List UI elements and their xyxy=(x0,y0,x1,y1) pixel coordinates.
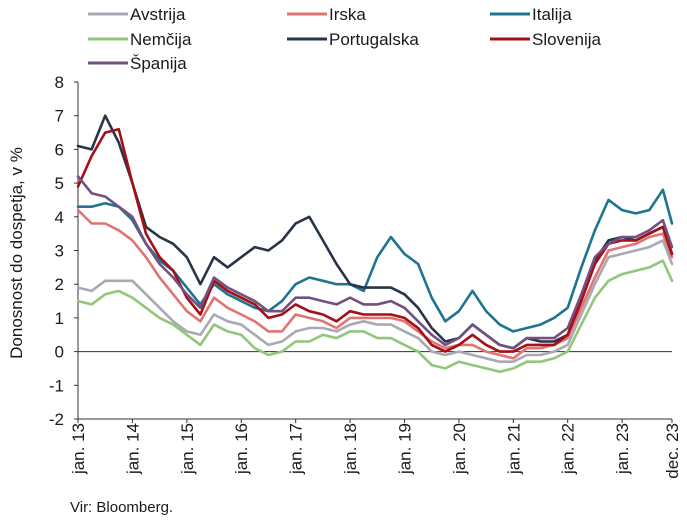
y-tick-label: 2 xyxy=(55,275,64,294)
series-line-španija xyxy=(76,175,674,350)
legend-label: Italija xyxy=(532,5,572,24)
x-tick-label: jan. 23 xyxy=(613,423,632,475)
legend-label: Irska xyxy=(329,5,366,24)
y-tick-label: 5 xyxy=(55,174,64,193)
y-tick-label: 3 xyxy=(55,242,64,261)
legend-label: Avstrija xyxy=(130,5,186,24)
legend-label: Nemčija xyxy=(130,30,192,49)
series-lines xyxy=(76,114,674,374)
x-tick-label: jan. 15 xyxy=(178,423,197,475)
legend: Avstrija Irska Italija Nemčija Portugalska Sl… xyxy=(88,5,602,73)
y-tick-label: 1 xyxy=(55,309,64,328)
y-tick-label: -2 xyxy=(49,410,64,429)
x-tick-label: jan. 16 xyxy=(232,423,251,475)
axes: 8 7 6 5 4 3 2 1 0 -1 -2 jan. 13 jan. 14 jan. 15 jan. 1… xyxy=(49,73,682,479)
y-tick-label: -1 xyxy=(49,376,64,395)
legend-label: Španija xyxy=(130,54,187,73)
x-tick-label: jan. 21 xyxy=(504,423,523,475)
y-tick-label: 8 xyxy=(55,73,64,92)
series-line-avstrija xyxy=(76,239,674,364)
series-line-irska xyxy=(76,208,674,360)
legend-label: Slovenija xyxy=(532,30,602,49)
series-line-slovenija xyxy=(76,127,674,353)
x-tick-label: jan. 20 xyxy=(450,423,469,475)
x-tick-label: jan. 22 xyxy=(559,423,578,475)
source-note: Vir: Bloomberg. xyxy=(70,499,173,516)
x-tick-label: jan. 18 xyxy=(341,423,360,475)
x-tick-label: jan. 14 xyxy=(123,423,142,475)
x-tick-label: jan. 19 xyxy=(395,423,414,475)
x-tick-label: dec. 23 xyxy=(663,423,682,479)
y-tick-label: 0 xyxy=(55,343,64,362)
series-line-italija xyxy=(76,188,674,333)
y-axis-label: Donosnost do dospetja, v % xyxy=(7,147,26,359)
y-tick-label: 4 xyxy=(55,208,64,227)
x-tick-label: jan. 13 xyxy=(69,423,88,475)
series-line-nemčija xyxy=(76,259,674,374)
legend-label: Portugalska xyxy=(329,30,419,49)
y-tick-label: 6 xyxy=(55,140,64,159)
y-tick-label: 7 xyxy=(55,107,64,126)
x-tick-label: jan. 17 xyxy=(287,423,306,475)
